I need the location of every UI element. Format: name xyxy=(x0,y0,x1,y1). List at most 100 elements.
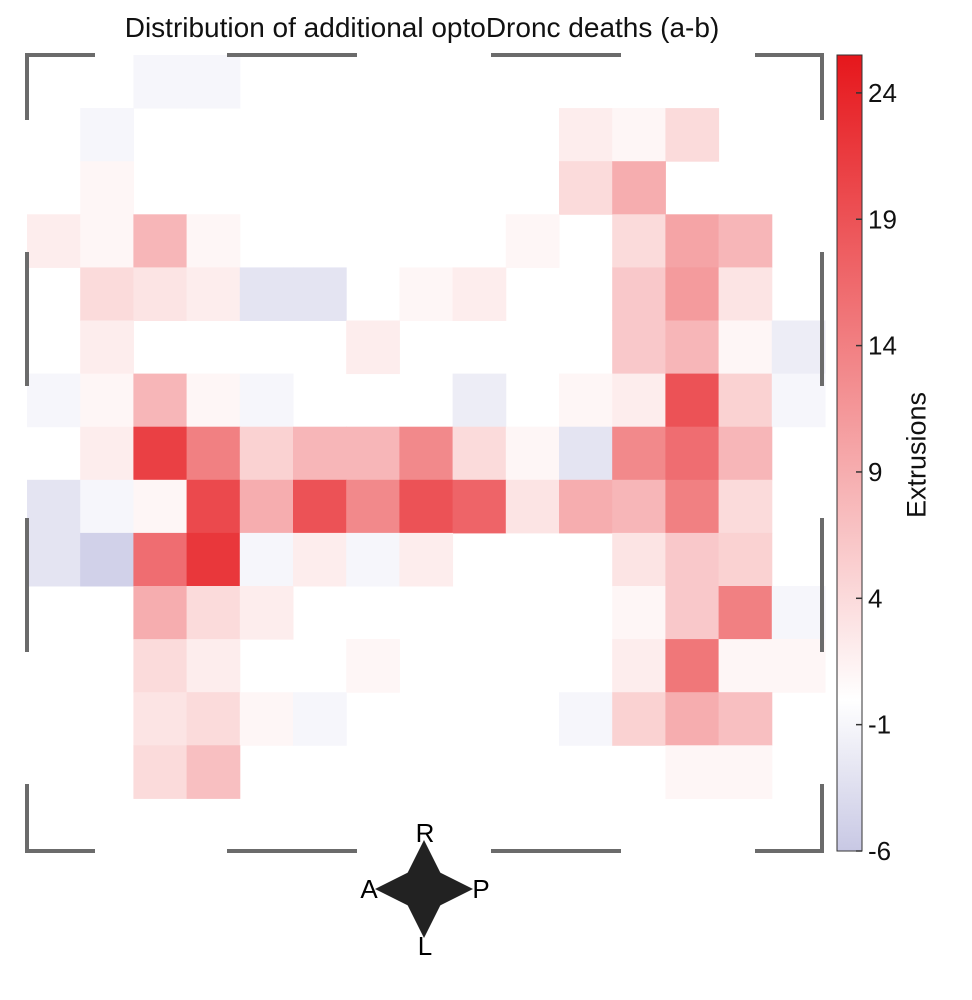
colorbar-label: Extrusions xyxy=(901,391,932,519)
heatmap-cell xyxy=(612,426,666,481)
heatmap-cell xyxy=(346,639,400,693)
heatmap-cell xyxy=(399,532,454,587)
heatmap-cell xyxy=(80,267,134,321)
heatmap-cell xyxy=(186,55,241,109)
heatmap-cell xyxy=(399,267,454,321)
heatmap-cell xyxy=(133,586,188,640)
heatmap-cell xyxy=(559,692,613,746)
heatmap-cell xyxy=(665,320,720,375)
heatmap-cell xyxy=(346,532,400,587)
heatmap-cell xyxy=(771,639,826,693)
heatmap-cell xyxy=(612,479,666,534)
heatmap-cell xyxy=(80,161,134,215)
heatmap-cell xyxy=(186,745,241,799)
heatmap-cell xyxy=(452,267,507,321)
heatmap-cell xyxy=(559,426,613,481)
heatmap-cell xyxy=(133,373,188,428)
heatmap-cell xyxy=(133,692,188,746)
heatmap-cell xyxy=(293,267,347,321)
colorbar-tick-label: -1 xyxy=(868,710,891,740)
heatmap-cell xyxy=(612,108,666,162)
heatmap-cell xyxy=(665,426,720,481)
heatmap-cell xyxy=(186,692,241,746)
colorbar-ticks: 24 19 14 9 4 -1 -6 xyxy=(856,78,897,866)
heatmap-cell xyxy=(186,532,241,587)
heatmap-cell xyxy=(612,214,666,268)
heatmap-cell xyxy=(612,692,666,746)
heatmap-cell xyxy=(133,479,188,534)
heatmap-cell xyxy=(133,745,188,799)
heatmap-cell xyxy=(293,532,347,587)
heatmap-cell xyxy=(80,108,134,162)
heatmap-cell xyxy=(665,373,720,428)
heatmap-cell xyxy=(239,267,294,321)
heatmap-cell xyxy=(186,426,241,481)
heatmap-cell xyxy=(399,479,454,534)
heatmap-cell xyxy=(186,639,241,693)
heatmap-cell xyxy=(133,426,188,481)
heatmap-cell xyxy=(665,214,720,268)
heatmap-cell xyxy=(665,267,720,321)
colorbar-tick-label: 4 xyxy=(868,583,882,613)
heatmap-cell xyxy=(293,692,347,746)
heatmap-cell xyxy=(80,426,134,481)
chart-title: Distribution of additional optoDronc dea… xyxy=(124,12,720,43)
heatmap-cell xyxy=(452,373,507,428)
heatmap-cell xyxy=(718,692,773,746)
heatmap-cell xyxy=(80,532,134,587)
heatmap-cell xyxy=(665,639,720,693)
heatmap-cell xyxy=(718,426,773,481)
heatmap-cell xyxy=(505,214,560,268)
heatmap-cell xyxy=(612,161,666,215)
heatmap-cell xyxy=(505,426,560,481)
heatmap-cell xyxy=(665,479,720,534)
orientation-compass xyxy=(375,840,473,938)
heatmap-cell xyxy=(239,479,294,534)
heatmap-cell xyxy=(80,373,134,428)
heatmap-cell xyxy=(771,373,826,428)
heatmap-cell xyxy=(452,426,507,481)
heatmap-cell xyxy=(612,267,666,321)
compass-label-right: P xyxy=(472,874,489,904)
heatmap-cell xyxy=(239,586,294,640)
heatmap-cell xyxy=(80,320,134,375)
heatmap-cell xyxy=(505,479,560,534)
heatmap-cells xyxy=(27,55,826,799)
heatmap-cell xyxy=(80,214,134,268)
colorbar-tick-label: 24 xyxy=(868,78,897,108)
heatmap-cell xyxy=(559,373,613,428)
heatmap-cell xyxy=(80,479,134,534)
colorbar-tick-label: 9 xyxy=(868,457,882,487)
heatmap-cell xyxy=(186,214,241,268)
heatmap-cell xyxy=(718,320,773,375)
heatmap-cell xyxy=(612,586,666,640)
heatmap-cell xyxy=(27,373,81,428)
heatmap-cell xyxy=(718,586,773,640)
heatmap-cell xyxy=(346,426,400,481)
heatmap-cell xyxy=(346,320,400,375)
heatmap-cell xyxy=(665,586,720,640)
heatmap-cell xyxy=(612,532,666,587)
heatmap-cell xyxy=(718,745,773,799)
heatmap-cell xyxy=(346,479,400,534)
heatmap-cell xyxy=(27,214,81,268)
heatmap-cell xyxy=(27,479,81,534)
heatmap-cell xyxy=(612,320,666,375)
heatmap-cell xyxy=(27,532,81,587)
heatmap-cell xyxy=(186,586,241,640)
heatmap-cell xyxy=(452,479,507,534)
colorbar xyxy=(836,54,863,852)
heatmap-cell xyxy=(186,479,241,534)
heatmap-cell xyxy=(559,161,613,215)
heatmap-cell xyxy=(665,692,720,746)
heatmap-cell xyxy=(718,214,773,268)
heatmap-cell xyxy=(133,214,188,268)
heatmap-cell xyxy=(665,745,720,799)
heatmap-cell xyxy=(771,320,826,375)
heatmap-cell xyxy=(718,373,773,428)
heatmap-cell xyxy=(239,373,294,428)
heatmap-cell xyxy=(665,532,720,587)
heatmap-cell xyxy=(133,532,188,587)
heatmap-cell xyxy=(612,373,666,428)
